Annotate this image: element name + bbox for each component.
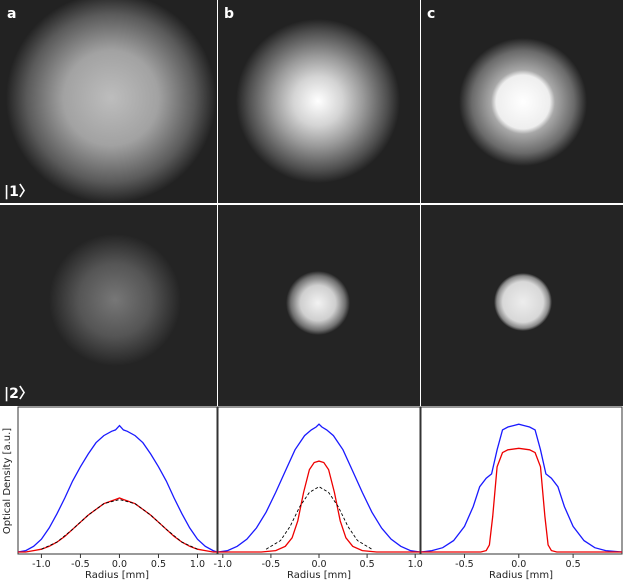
x-tick-label-c-1: 0.0 [511,559,526,570]
x-tick-label-b-1: -0.5 [262,559,281,570]
x-tick-label-a-3: 0.5 [151,559,166,570]
series-c-1 [421,447,622,553]
plot-frame-a [17,406,218,555]
x-axis-title-a: Radius [mm] [85,570,149,581]
cloud-c-state-1 [459,38,587,166]
series-a-0 [17,424,218,553]
series-c-0 [420,423,623,553]
x-tick-label-a-0: -1.0 [32,559,51,570]
cloud-a-state-1 [6,0,216,203]
image-row-1 [0,0,623,203]
plot-frame-b [217,406,421,555]
cloud-b-state-2 [286,271,350,335]
plot-marks: -1.0 -0.5 0.0 0.5 1.0 -1.0 -0.5 0.0 0.5 1.0 -0.5 0.… [17,423,623,570]
cloud-b-state-1 [236,19,400,183]
panel-letter-c: c [427,6,435,22]
x-tick-label-b-3: 0.5 [360,559,375,570]
x-tick-label-a-4: 1.0 [190,559,205,570]
x-tick-label-a-2: 0.0 [112,559,127,570]
y-axis-title: Optical Density [a.u.] [2,428,13,534]
panel-letter-b: b [224,6,234,22]
x-tick-label-c-0: -0.5 [455,559,474,570]
series-a-1 [18,497,217,553]
plot-frame-c [420,406,623,555]
series-b-0 [217,423,421,553]
cloud-a-state-2 [49,234,181,366]
series-a-2 [41,499,198,550]
x-tick-label-b-0: -1.0 [214,559,233,570]
row-label-state-1: |1〉 [4,184,33,200]
series-b-1 [218,460,420,553]
row-label-state-2: |2〉 [4,386,33,402]
cloud-c-state-2 [494,273,552,331]
x-tick-label-a-1: -0.5 [71,559,90,570]
x-axis-title-b: Radius [mm] [287,570,351,581]
image-row-2 [0,205,623,406]
x-tick-label-c-2: 0.5 [566,559,581,570]
x-tick-label-b-4: 1.0 [408,559,423,570]
panel-letter-a: a [7,6,16,22]
x-axis-title-c: Radius [mm] [489,570,553,581]
x-tick-label-b-2: 0.0 [311,559,326,570]
series-b-2 [265,486,373,550]
